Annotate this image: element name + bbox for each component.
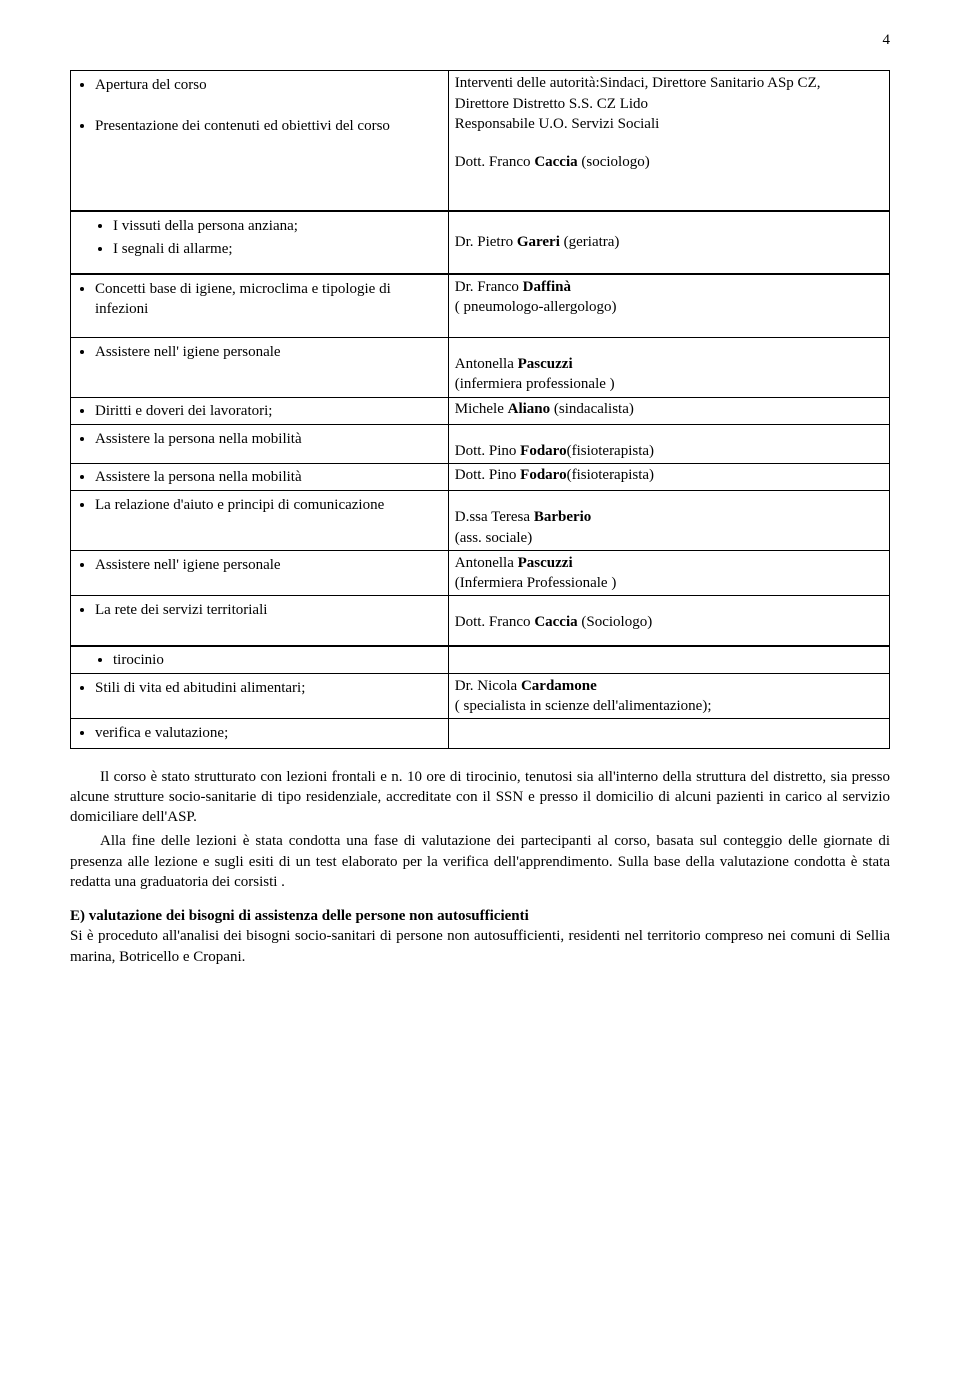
table-row: tirocinio xyxy=(71,646,890,673)
table-row: Assistere nell' igiene personale Antonel… xyxy=(71,338,890,398)
cell-right: D.ssa Teresa Barberio (ass. sociale) xyxy=(448,491,889,551)
table-row: Diritti e doveri dei lavoratori; Michele… xyxy=(71,397,890,424)
cell-right: Antonella Pascuzzi (Infermiera Professio… xyxy=(448,550,889,596)
cell-left: La relazione d'aiuto e principi di comun… xyxy=(71,491,449,551)
table-row-group-2: I vissuti della persona anziana; I segna… xyxy=(70,211,890,273)
text: ( pneumologo-allergologo) xyxy=(455,297,883,317)
section-e: E) valutazione dei bisogni di assistenza… xyxy=(70,906,890,967)
text: Presentazione dei contenuti ed obiettivi… xyxy=(95,118,390,134)
cell-right: Dr. Franco Daffinà ( pneumologo-allergol… xyxy=(448,274,889,338)
list-item: Assistere la persona nella mobilità xyxy=(95,429,442,449)
cell-right: Dott. Pino Fodaro(fisioterapista) xyxy=(448,424,889,463)
text: Antonella Pascuzzi xyxy=(455,354,883,374)
table-row: Apertura del corso Presentazione dei con… xyxy=(71,71,890,211)
text: ( specialista in scienze dell'alimentazi… xyxy=(455,696,883,716)
cell-right: Dott. Pino Fodaro(fisioterapista) xyxy=(448,464,889,491)
list-item: I vissuti della persona anziana; xyxy=(113,216,442,236)
list-item: Assistere nell' igiene personale xyxy=(95,555,442,575)
cell-left: Assistere la persona nella mobilità xyxy=(71,464,449,491)
table-row: Concetti base di igiene, microclima e ti… xyxy=(71,274,890,338)
table-row: Assistere la persona nella mobilità Dott… xyxy=(71,424,890,463)
cell-left: Apertura del corso Presentazione dei con… xyxy=(71,71,449,211)
table-row-group-3: Concetti base di igiene, microclima e ti… xyxy=(70,274,890,646)
text: Dott. Pino Fodaro(fisioterapista) xyxy=(455,441,883,461)
cell-right xyxy=(448,719,889,748)
cell-left: verifica e valutazione; xyxy=(71,719,449,748)
table-row: La relazione d'aiuto e principi di comun… xyxy=(71,491,890,551)
text: Dott. Franco Caccia (sociologo) xyxy=(455,152,883,172)
cell-right xyxy=(448,646,889,673)
body-paragraphs: Il corso è stato strutturato con lezioni… xyxy=(70,767,890,893)
text: (Infermiera Professionale ) xyxy=(455,573,883,593)
table-row: La rete dei servizi territoriali Dott. F… xyxy=(71,596,890,645)
text: Apertura del corso xyxy=(95,77,207,93)
text: Responsabile U.O. Servizi Sociali xyxy=(455,114,883,134)
text: Dr. Franco Daffinà xyxy=(455,277,883,297)
text: (infermiera professionale ) xyxy=(455,374,883,394)
page-number: 4 xyxy=(70,30,890,50)
cell-left: Stili di vita ed abitudini alimentari; xyxy=(71,673,449,719)
cell-left: Assistere nell' igiene personale xyxy=(71,338,449,398)
list-item: Concetti base di igiene, microclima e ti… xyxy=(95,279,442,320)
cell-right: Dr. Pietro Gareri (geriatra) xyxy=(448,212,889,273)
table-row: verifica e valutazione; xyxy=(71,719,890,748)
list-item: Assistere la persona nella mobilità xyxy=(95,467,442,487)
text: Interventi delle autorità:Sindaci, Diret… xyxy=(455,73,883,93)
table-row: Assistere la persona nella mobilità Dott… xyxy=(71,464,890,491)
table-row: Stili di vita ed abitudini alimentari; D… xyxy=(71,673,890,719)
cell-right: Interventi delle autorità:Sindaci, Diret… xyxy=(448,71,889,211)
paragraph: Si è proceduto all'analisi dei bisogni s… xyxy=(70,926,890,967)
text: Dott. Franco Caccia (Sociologo) xyxy=(455,612,883,632)
cell-left: Assistere nell' igiene personale xyxy=(71,550,449,596)
cell-right: Dr. Nicola Cardamone ( specialista in sc… xyxy=(448,673,889,719)
cell-right: Dott. Franco Caccia (Sociologo) xyxy=(448,596,889,645)
list-item: La rete dei servizi territoriali xyxy=(95,600,442,620)
table-row: I vissuti della persona anziana; I segna… xyxy=(71,212,890,273)
cell-left: tirocinio xyxy=(71,646,449,673)
cell-right: Michele Aliano (sindacalista) xyxy=(448,397,889,424)
list-item: verifica e valutazione; xyxy=(95,723,442,743)
list-item: Apertura del corso xyxy=(95,75,442,113)
list-item: tirocinio xyxy=(113,650,442,670)
text: Dr. Pietro Gareri (geriatra) xyxy=(455,232,883,252)
list-item: Presentazione dei contenuti ed obiettivi… xyxy=(95,116,442,136)
table-row-group-1: Apertura del corso Presentazione dei con… xyxy=(70,70,890,211)
cell-left: La rete dei servizi territoriali xyxy=(71,596,449,645)
cell-left: Diritti e doveri dei lavoratori; xyxy=(71,397,449,424)
text: Antonella Pascuzzi xyxy=(455,553,883,573)
text: Direttore Distretto S.S. CZ Lido xyxy=(455,94,883,114)
cell-right: Antonella Pascuzzi (infermiera professio… xyxy=(448,338,889,398)
text: (ass. sociale) xyxy=(455,528,883,548)
list-item: Stili di vita ed abitudini alimentari; xyxy=(95,678,442,698)
list-item: La relazione d'aiuto e principi di comun… xyxy=(95,495,442,515)
cell-left: Assistere la persona nella mobilità xyxy=(71,424,449,463)
table-row-group-4: tirocinio Stili di vita ed abitudini ali… xyxy=(70,646,890,749)
section-heading: E) valutazione dei bisogni di assistenza… xyxy=(70,906,890,926)
list-item: Diritti e doveri dei lavoratori; xyxy=(95,401,442,421)
list-item: Assistere nell' igiene personale xyxy=(95,342,442,362)
page-container: 4 Apertura del corso Presentazione dei c… xyxy=(0,0,960,1017)
cell-left: I vissuti della persona anziana; I segna… xyxy=(71,212,449,273)
paragraph: Il corso è stato strutturato con lezioni… xyxy=(70,767,890,828)
text: Dr. Nicola Cardamone xyxy=(455,676,883,696)
paragraph: Alla fine delle lezioni è stata condotta… xyxy=(70,831,890,892)
list-item: I segnali di allarme; xyxy=(113,239,442,259)
text: D.ssa Teresa Barberio xyxy=(455,507,883,527)
cell-left: Concetti base di igiene, microclima e ti… xyxy=(71,274,449,338)
table-row: Assistere nell' igiene personale Antonel… xyxy=(71,550,890,596)
